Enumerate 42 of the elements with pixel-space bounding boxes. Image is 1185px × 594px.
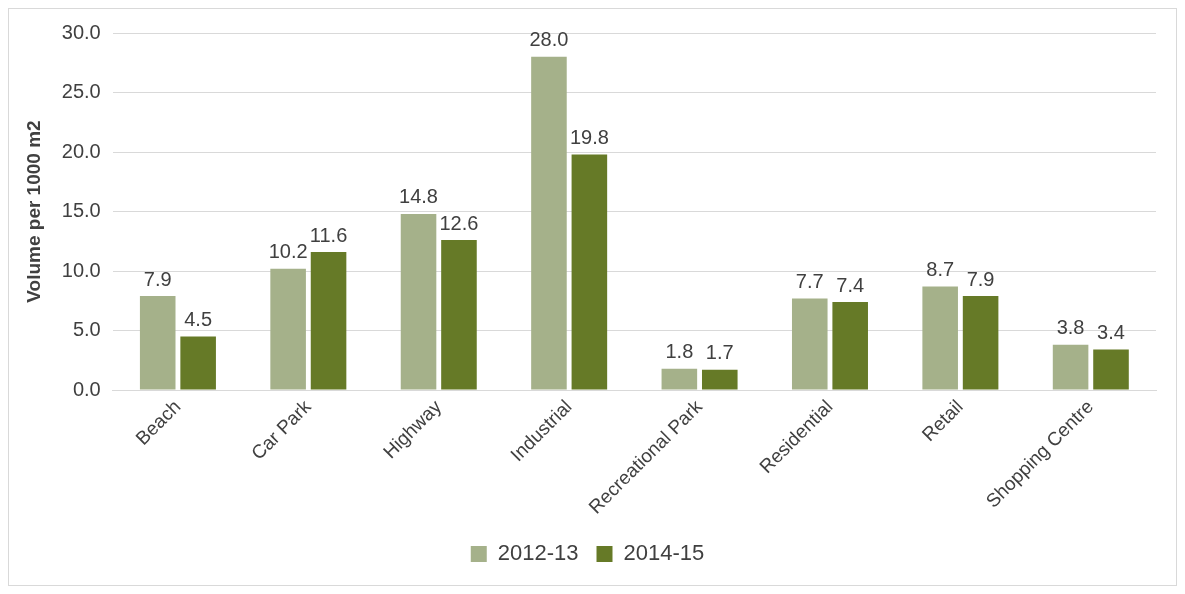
bar	[139, 296, 176, 390]
legend-label: 2012-13	[497, 540, 579, 566]
y-tick-label: 25.0	[61, 80, 101, 103]
y-axis-title: Volume per 1000 m2	[22, 120, 44, 303]
data-label: 19.8	[569, 125, 609, 148]
data-label: 3.8	[1056, 316, 1085, 339]
legend-label: 2014-15	[623, 540, 705, 566]
y-tick-label: 15.0	[61, 199, 101, 222]
data-label: 28.0	[529, 28, 569, 51]
bar	[400, 213, 437, 390]
bar	[531, 56, 567, 390]
y-tick-label: 0.0	[72, 377, 101, 400]
bar	[310, 252, 347, 390]
data-label: 7.9	[966, 267, 995, 290]
y-tick-label: 5.0	[72, 318, 101, 341]
data-label: 7.7	[795, 269, 824, 292]
bar	[922, 286, 958, 390]
data-label: 1.8	[665, 340, 694, 363]
bar	[270, 268, 306, 390]
y-tick-label: 30.0	[61, 20, 101, 43]
bar	[962, 296, 999, 390]
data-label: 3.4	[1097, 321, 1125, 344]
data-label: 7.9	[143, 267, 172, 290]
bar	[791, 298, 828, 390]
bar	[180, 336, 216, 390]
bar	[1093, 349, 1129, 390]
bar	[1052, 344, 1089, 390]
data-label: 10.2	[268, 240, 308, 263]
bar	[571, 154, 608, 390]
data-label: 8.7	[926, 258, 955, 281]
bar	[441, 240, 477, 390]
y-tick-label: 20.0	[61, 139, 101, 162]
data-label: 7.4	[836, 273, 865, 296]
data-label: 11.6	[309, 223, 348, 246]
y-tick-label: 10.0	[61, 258, 101, 281]
data-label: 1.7	[705, 341, 734, 364]
data-label: 14.8	[399, 185, 438, 208]
bar	[661, 368, 698, 390]
bar	[832, 302, 868, 390]
data-label: 12.6	[439, 211, 479, 234]
data-label: 4.5	[184, 308, 213, 331]
bar	[701, 369, 738, 390]
